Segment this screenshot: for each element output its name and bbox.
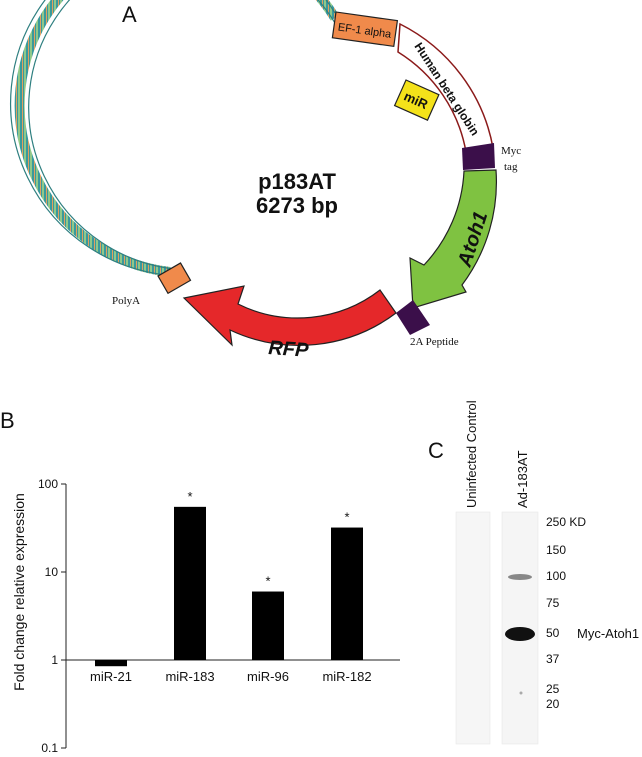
significance-marker: * bbox=[344, 510, 349, 525]
x-tick-label: miR-183 bbox=[165, 669, 214, 684]
band-100kd bbox=[508, 574, 532, 580]
polya-box bbox=[157, 262, 192, 295]
rfp-arrow bbox=[182, 285, 397, 347]
myc-label-line1: Myc bbox=[501, 145, 521, 157]
mir-box: miR bbox=[393, 79, 440, 122]
marker-label: 250 KD bbox=[546, 515, 586, 529]
x-tick-label: miR-96 bbox=[247, 669, 289, 684]
atoh1-arrow bbox=[409, 169, 498, 309]
polya-label: PolyA bbox=[112, 295, 140, 307]
y-axis-title: Fold change relative expression bbox=[11, 493, 27, 691]
marker-label: 75 bbox=[546, 596, 560, 610]
bar bbox=[252, 591, 284, 660]
marker-label: 25 bbox=[546, 682, 560, 696]
plasmid-backbone bbox=[14, 0, 340, 277]
myc-tag-block bbox=[462, 143, 495, 170]
myc-label-line2: tag bbox=[504, 161, 518, 173]
plasmid-name: p183AT bbox=[258, 169, 336, 194]
plasmid-size: 6273 bp bbox=[256, 193, 338, 218]
marker-label: 37 bbox=[546, 652, 560, 666]
x-tick-label: miR-182 bbox=[322, 669, 371, 684]
panel-c-label: C bbox=[428, 438, 444, 463]
bar-chart: 0.1 1 10 100 miR-21 miR-183 * miR-96 * miR-182 * bbox=[38, 477, 400, 755]
x-tick-label: miR-21 bbox=[90, 669, 132, 684]
marker-label: 100 bbox=[546, 569, 566, 583]
panel-a-label: A bbox=[122, 2, 137, 27]
y-tick-label: 10 bbox=[45, 565, 59, 579]
bar bbox=[331, 527, 363, 660]
blot-lane-uninfected bbox=[455, 511, 491, 745]
marker-label: 150 bbox=[546, 543, 566, 557]
panel-b-label: B bbox=[0, 408, 15, 433]
significance-marker: * bbox=[187, 489, 192, 504]
bar bbox=[95, 660, 127, 667]
y-tick-label: 100 bbox=[38, 477, 58, 491]
y-tick-label: 1 bbox=[51, 653, 58, 667]
peptide-2a-block bbox=[396, 300, 430, 335]
marker-label: 50 bbox=[546, 626, 560, 640]
significance-marker: * bbox=[265, 574, 270, 589]
rfp-label: RFP bbox=[268, 337, 310, 362]
ef1-alpha-box: EF-1 alpha bbox=[331, 11, 399, 48]
lane-label-ad183at: Ad-183AT bbox=[515, 450, 530, 508]
bar bbox=[174, 506, 206, 660]
band-myc-atoh1 bbox=[505, 627, 535, 641]
peptide-label: 2A Peptide bbox=[410, 336, 459, 348]
lane-label-uninfected: Uninfected Control bbox=[464, 400, 479, 508]
band-label: Myc-Atoh1 bbox=[577, 626, 639, 641]
y-tick-label: 0.1 bbox=[41, 741, 58, 755]
marker-label: 20 bbox=[546, 697, 560, 711]
